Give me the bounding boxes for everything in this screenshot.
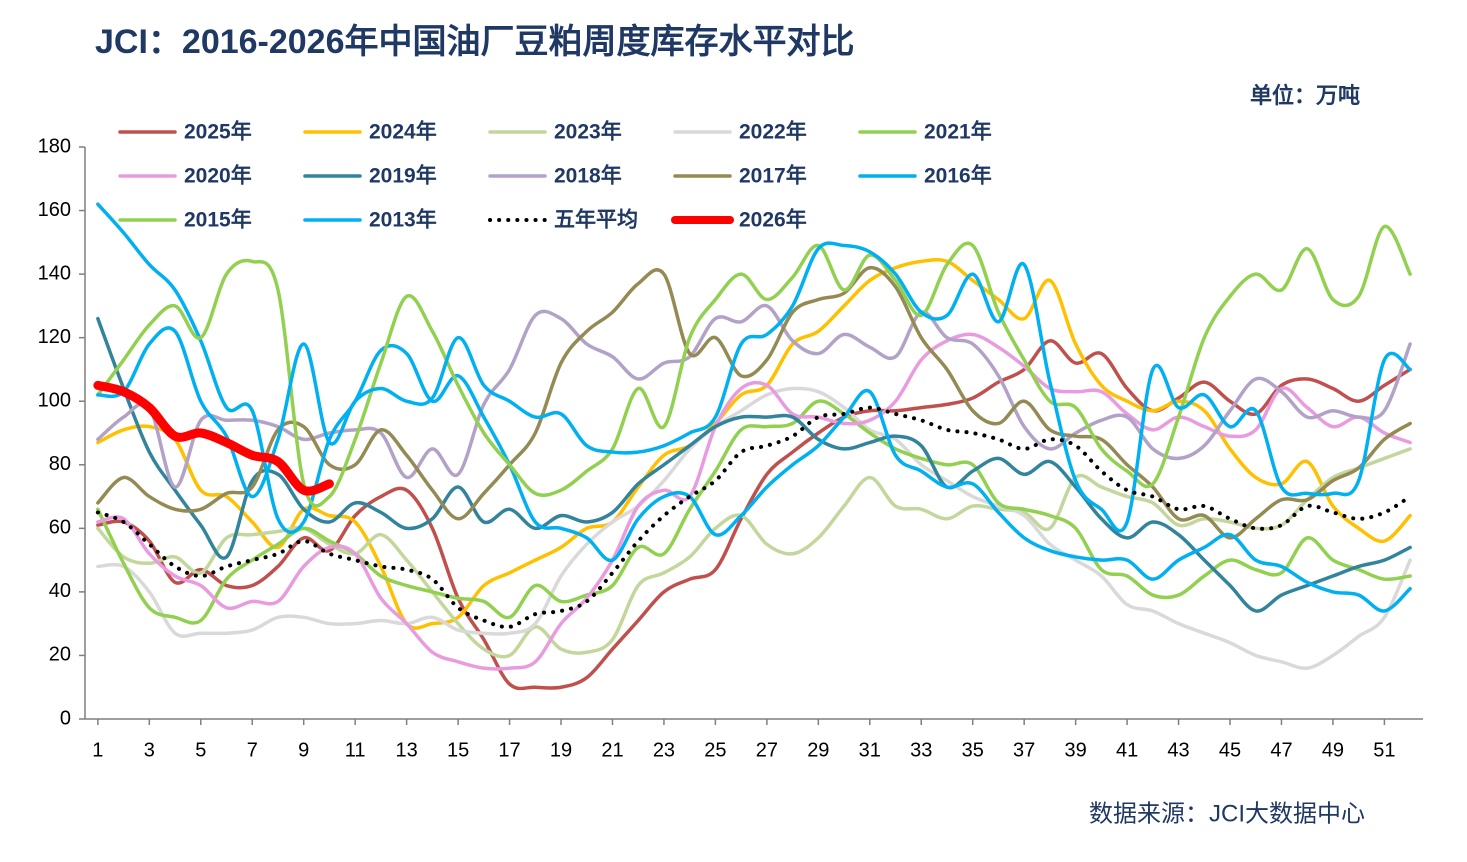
x-tick-label: 25 [704,739,726,761]
x-tick-label: 49 [1322,739,1344,761]
x-tick-label: 45 [1219,739,1241,761]
legend-item: 2026年 [671,208,807,232]
series-line [96,399,1412,625]
x-tick-label: 15 [447,739,469,761]
x-tick-label: 3 [144,739,155,761]
legend-item: 2020年 [118,164,252,188]
legend-label: 2023年 [554,120,622,144]
series-line [96,257,1412,630]
series-line [96,447,1412,659]
legend-label: 2020年 [184,164,252,188]
x-tick-label: 39 [1065,739,1087,761]
x-tick-label: 51 [1373,739,1395,761]
y-tick-label: 40 [49,580,71,602]
legend-item: 2019年 [303,164,437,188]
legend-label: 五年平均 [554,208,638,232]
legend-label: 2025年 [184,120,252,144]
legend-item: 2013年 [303,208,437,232]
legend-item: 2023年 [488,120,622,144]
x-tick-label: 23 [653,739,675,761]
chart-title: JCI：2016-2026年中国油厂豆粕周度库存水平对比 [95,23,855,61]
legend-label: 2021年 [924,120,992,144]
x-tick-label: 13 [396,739,418,761]
legend-item: 2015年 [118,208,252,232]
x-tick-label: 5 [195,739,206,761]
series-line [96,266,1412,540]
unit-label: 单位：万吨 [1250,83,1360,108]
legend-label: 2022年 [739,120,807,144]
legend-label: 2019年 [369,164,437,188]
legend-item: 五年平均 [488,208,638,232]
x-tick-label: 17 [498,739,520,761]
x-tick-label: 29 [807,739,829,761]
x-tick-label: 27 [756,739,778,761]
series-line [96,316,1412,613]
legend-label: 2016年 [924,164,992,188]
x-tick-label: 31 [859,739,881,761]
y-tick-label: 80 [49,453,71,475]
x-tick-label: 19 [550,739,572,761]
y-tick-label: 140 [38,262,71,284]
source-note: 数据来源：JCI大数据中心 [1089,800,1365,827]
x-tick-label: 43 [1167,739,1189,761]
x-tick-label: 33 [910,739,932,761]
legend-label: 2018年 [554,164,622,188]
series-line [96,386,1412,671]
series-line [96,224,1412,508]
x-tick-label: 47 [1270,739,1292,761]
y-tick-label: 60 [49,517,71,539]
series-line [96,241,1412,533]
x-tick-label: 9 [298,739,309,761]
legend-item: 2022年 [673,120,807,144]
series-line [96,332,1412,671]
legend-item: 2021年 [858,120,992,144]
x-tick-label: 41 [1116,739,1138,761]
series-line [96,303,1412,489]
y-tick-label: 120 [38,326,71,348]
legend-label: 2024年 [369,120,437,144]
x-tick-label: 11 [345,739,366,761]
series-line [96,202,1412,613]
legend-label: 2017年 [739,164,807,188]
x-tick-label: 37 [1013,739,1035,761]
legend-item: 2017年 [673,164,807,188]
series-line [93,380,334,496]
legend-item: 2024年 [303,120,437,144]
x-tick-label: 35 [962,739,984,761]
legend-label: 2013年 [369,208,437,232]
y-tick-label: 20 [49,644,71,666]
x-tick-label: 1 [92,739,103,761]
x-tick-label: 21 [601,739,623,761]
legend-item: 2025年 [118,120,252,144]
x-tick-label: 7 [247,739,258,761]
y-tick-label: 180 [38,135,71,157]
legend-label: 2026年 [739,208,807,232]
y-tick-label: 100 [38,390,71,412]
legend-item: 2018年 [488,164,622,188]
legend-label: 2015年 [184,208,252,232]
legend-item: 2016年 [858,164,992,188]
series-line [95,405,1413,630]
y-tick-label: 0 [60,707,71,729]
y-tick-label: 160 [38,199,71,221]
